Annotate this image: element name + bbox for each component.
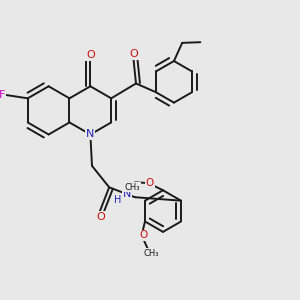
Text: O: O	[86, 50, 95, 60]
Text: N: N	[122, 189, 131, 199]
Text: CH₃: CH₃	[143, 249, 159, 258]
Text: O: O	[139, 230, 147, 240]
Text: CH₃: CH₃	[124, 183, 140, 192]
Text: F: F	[0, 90, 5, 100]
Text: H: H	[114, 195, 122, 205]
Text: O: O	[146, 178, 154, 188]
Text: O: O	[96, 212, 105, 222]
Text: N: N	[86, 130, 94, 140]
Text: O: O	[129, 49, 138, 59]
